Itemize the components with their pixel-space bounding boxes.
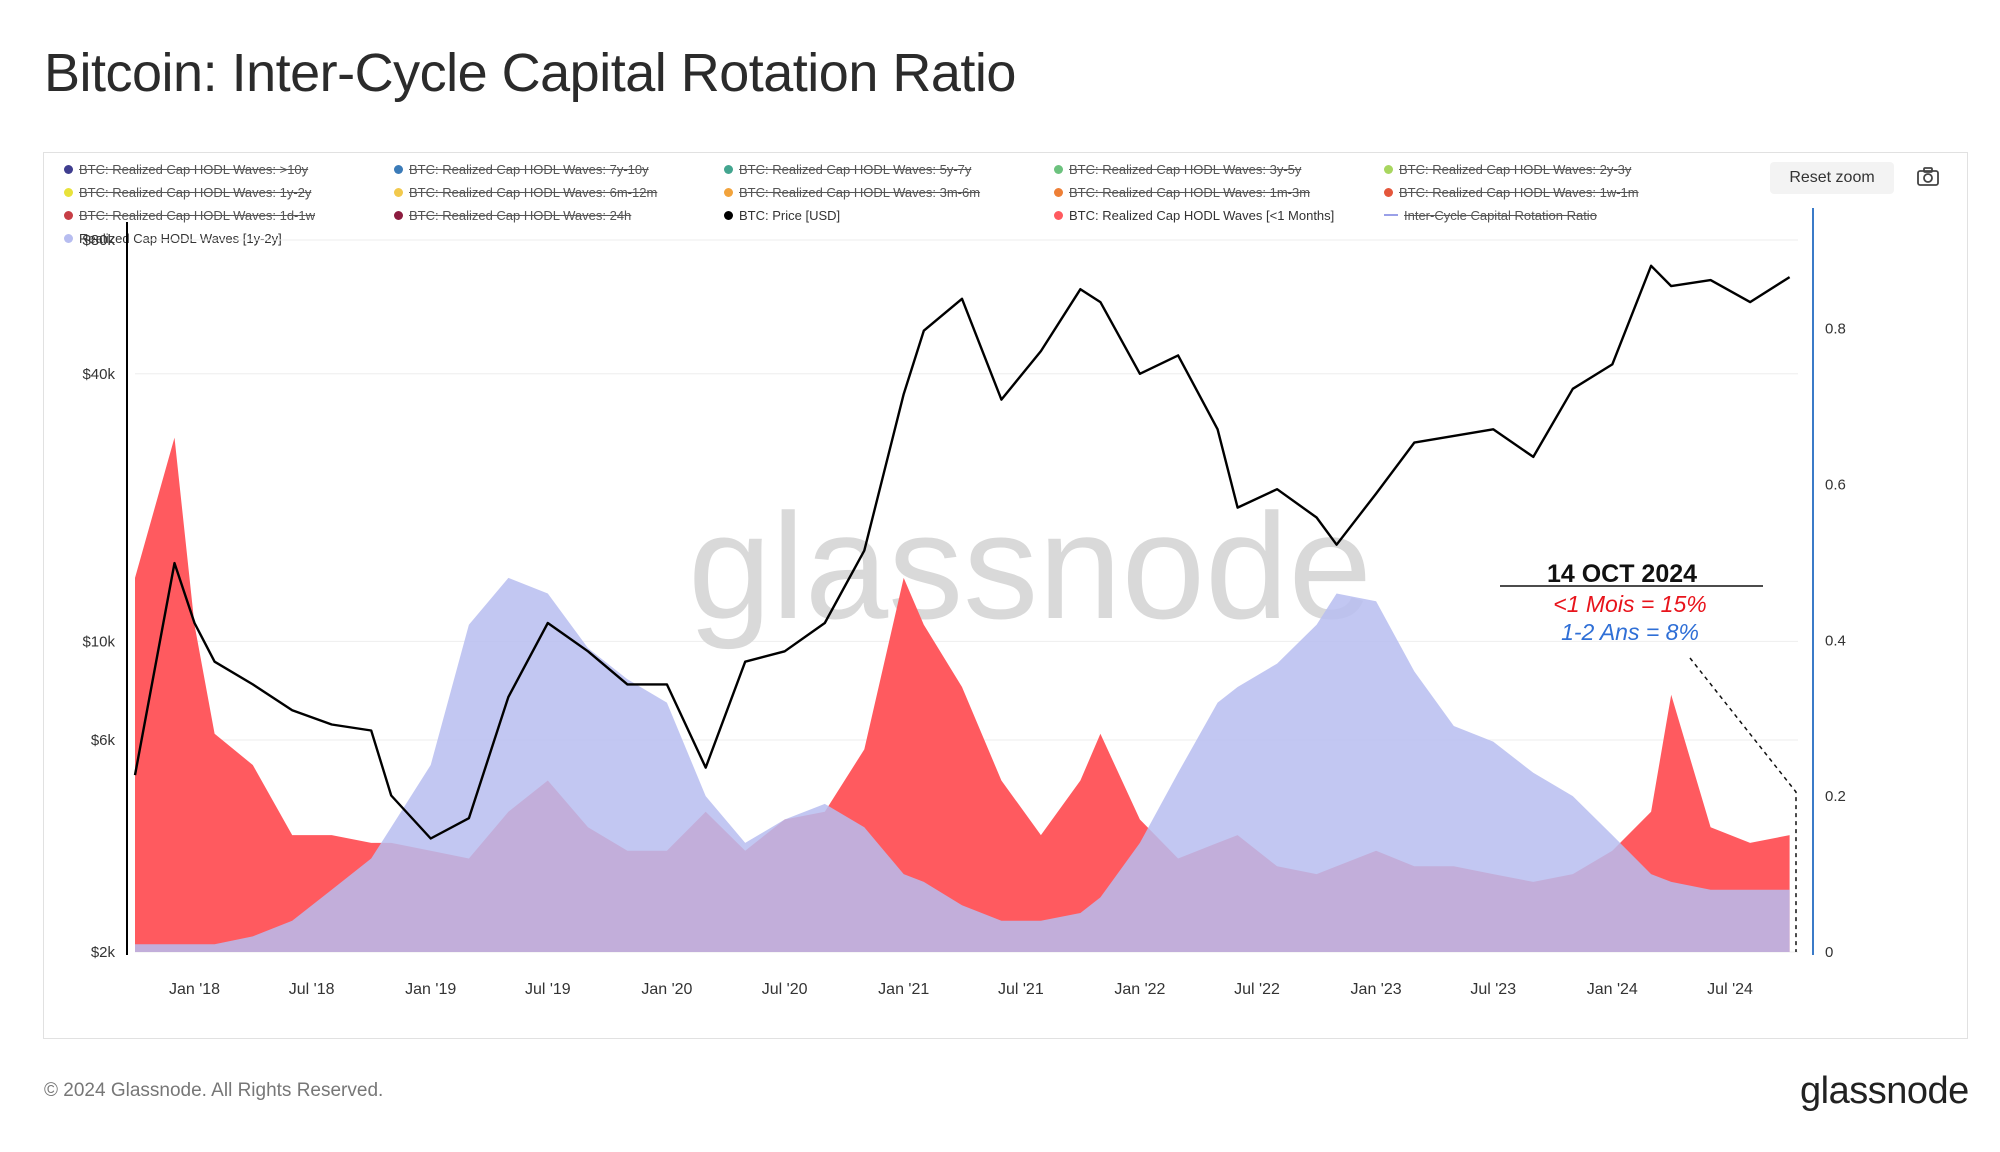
legend-label: BTC: Price [USD] <box>739 207 841 223</box>
annotation-date: 14 OCT 2024 <box>1547 560 1697 588</box>
camera-icon[interactable] <box>1916 166 1940 188</box>
legend-dot-icon <box>1384 187 1393 197</box>
legend-label: BTC: Realized Cap HODL Waves: 7y-10y <box>409 161 649 177</box>
legend-dot-icon <box>394 187 403 197</box>
series-line-price <box>133 264 1791 840</box>
areas-layer <box>135 437 1790 953</box>
legend-label: BTC: Realized Cap HODL Waves: 6m-12m <box>409 184 658 200</box>
x-axis-tick-label: Jul '20 <box>762 981 808 998</box>
legend-item[interactable]: BTC: Realized Cap HODL Waves: 24h <box>394 206 631 224</box>
legend-label: BTC: Realized Cap HODL Waves: 1y-2y <box>79 184 312 200</box>
legend-item[interactable]: Realized Cap HODL Waves [1y-2y] <box>64 229 282 247</box>
watermark-text: glassnode <box>688 482 1372 650</box>
legend-label: BTC: Realized Cap HODL Waves: 1m-3m <box>1069 184 1311 200</box>
left-axis-tick-label: $40k <box>82 366 115 383</box>
x-axis-tick-label: Jan '18 <box>169 981 220 998</box>
series-area-1y2y <box>135 577 1790 952</box>
left-axis-tick-label: $10k <box>82 633 115 650</box>
right-axis-tick-label: 0.6 <box>1825 476 1846 493</box>
legend-label: BTC: Realized Cap HODL Waves: 1d-1w <box>79 207 316 223</box>
legend-item[interactable]: BTC: Realized Cap HODL Waves: 3m-6m <box>724 183 980 201</box>
legend-label: BTC: Realized Cap HODL Waves: 3m-6m <box>739 184 981 200</box>
x-axis-tick-label: Jul '22 <box>1234 981 1280 998</box>
legend-item[interactable]: Inter-Cycle Capital Rotation Ratio <box>1384 206 1597 224</box>
x-axis-tick-label: Jul '19 <box>525 981 571 998</box>
x-axis-tick-label: Jan '23 <box>1351 981 1402 998</box>
legend-line-icon <box>1384 214 1398 216</box>
legend-item[interactable]: BTC: Realized Cap HODL Waves: >10y <box>64 160 308 178</box>
legend-item[interactable]: BTC: Realized Cap HODL Waves: 2y-3y <box>1384 160 1631 178</box>
right-axis-tick-label: 0.4 <box>1825 632 1846 649</box>
legend-label: BTC: Realized Cap HODL Waves: >10y <box>79 161 309 177</box>
legend-label: BTC: Realized Cap HODL Waves: 2y-3y <box>1399 161 1632 177</box>
legend-item[interactable]: BTC: Realized Cap HODL Waves: 3y-5y <box>1054 160 1301 178</box>
legend-label: BTC: Realized Cap HODL Waves: 24h <box>409 207 632 223</box>
x-axis-tick-label: Jan '22 <box>1114 981 1165 998</box>
legend-dot-icon <box>1054 210 1063 220</box>
left-axis-tick-label: $2k <box>91 944 116 961</box>
x-axis-tick-label: Jan '20 <box>641 981 692 998</box>
x-axis-tick-label: Jul '23 <box>1470 981 1516 998</box>
brand-logo: glassnode <box>1800 1070 1969 1112</box>
legend-item[interactable]: BTC: Realized Cap HODL Waves: 1y-2y <box>64 183 311 201</box>
annotation-line1: <1 Mois = 15% <box>1553 591 1706 617</box>
legend-dot-icon <box>394 210 403 220</box>
reset-zoom-button[interactable]: Reset zoom <box>1770 162 1894 194</box>
axes-layer: $2k $6k $10k $40k $80k 0 0.2 0.4 0.6 0.8 Jan '18 Ju… <box>82 208 1846 998</box>
right-axis-tick-label: 0.2 <box>1825 788 1846 805</box>
legend-label: BTC: Realized Cap HODL Waves: 5y-7y <box>739 161 972 177</box>
footer-copyright: © 2024 Glassnode. All Rights Reserved. <box>44 1080 384 1101</box>
legend-item[interactable]: BTC: Price [USD] <box>724 206 840 224</box>
legend-item[interactable]: BTC: Realized Cap HODL Waves: 6m-12m <box>394 183 657 201</box>
legend-item[interactable]: BTC: Realized Cap HODL Waves: 1w-1m <box>1384 183 1639 201</box>
legend-label: Inter-Cycle Capital Rotation Ratio <box>1404 207 1597 223</box>
legend-dot-icon <box>394 164 403 174</box>
legend-item[interactable]: BTC: Realized Cap HODL Waves: 7y-10y <box>394 160 649 178</box>
legend-dot-icon <box>724 164 733 174</box>
x-axis-tick-label: Jan '21 <box>878 981 929 998</box>
left-axis-tick-label: $6k <box>91 732 116 749</box>
right-axis-tick-label: 0.8 <box>1825 321 1846 338</box>
legend-item[interactable]: BTC: Realized Cap HODL Waves: 5y-7y <box>724 160 971 178</box>
legend-item[interactable]: BTC: Realized Cap HODL Waves: 1m-3m <box>1054 183 1310 201</box>
right-axis-tick-label: 0 <box>1825 944 1833 961</box>
legend-dot-icon <box>64 233 73 243</box>
legend-dot-icon <box>64 164 73 174</box>
annotation-pointer <box>1689 657 1797 952</box>
x-axis-tick-label: Jan '24 <box>1587 981 1638 998</box>
x-axis-tick-label: Jan '19 <box>405 981 456 998</box>
legend-label: BTC: Realized Cap HODL Waves: 1w-1m <box>1399 184 1639 200</box>
chart-frame <box>43 152 1968 1039</box>
legend-label: BTC: Realized Cap HODL Waves [<1 Months] <box>1069 207 1335 223</box>
legend-item[interactable]: BTC: Realized Cap HODL Waves [<1 Months] <box>1054 206 1334 224</box>
legend-dot-icon <box>64 187 73 197</box>
legend-dot-icon <box>1384 164 1393 174</box>
legend-item[interactable]: BTC: Realized Cap HODL Waves: 1d-1w <box>64 206 315 224</box>
page-title: Bitcoin: Inter-Cycle Capital Rotation Ra… <box>44 43 1016 103</box>
x-axis-tick-label: Jul '18 <box>289 981 335 998</box>
left-axis-tick-label: $80k <box>82 232 115 249</box>
legend-label: Realized Cap HODL Waves [1y-2y] <box>79 230 282 246</box>
legend-dot-icon <box>724 187 733 197</box>
legend-dot-icon <box>724 210 733 220</box>
legend-dot-icon <box>1054 187 1063 197</box>
x-axis-tick-label: Jul '24 <box>1707 981 1753 998</box>
legend-dot-icon <box>1054 164 1063 174</box>
price-layer <box>133 264 1791 840</box>
x-axis-tick-label: Jul '21 <box>998 981 1044 998</box>
legend-dot-icon <box>64 210 73 220</box>
legend-label: BTC: Realized Cap HODL Waves: 3y-5y <box>1069 161 1302 177</box>
annotation: 14 OCT 2024 <1 Mois = 15% 1-2 Ans = 8% <box>1500 560 1797 952</box>
annotation-line2: 1-2 Ans = 8% <box>1561 619 1699 645</box>
